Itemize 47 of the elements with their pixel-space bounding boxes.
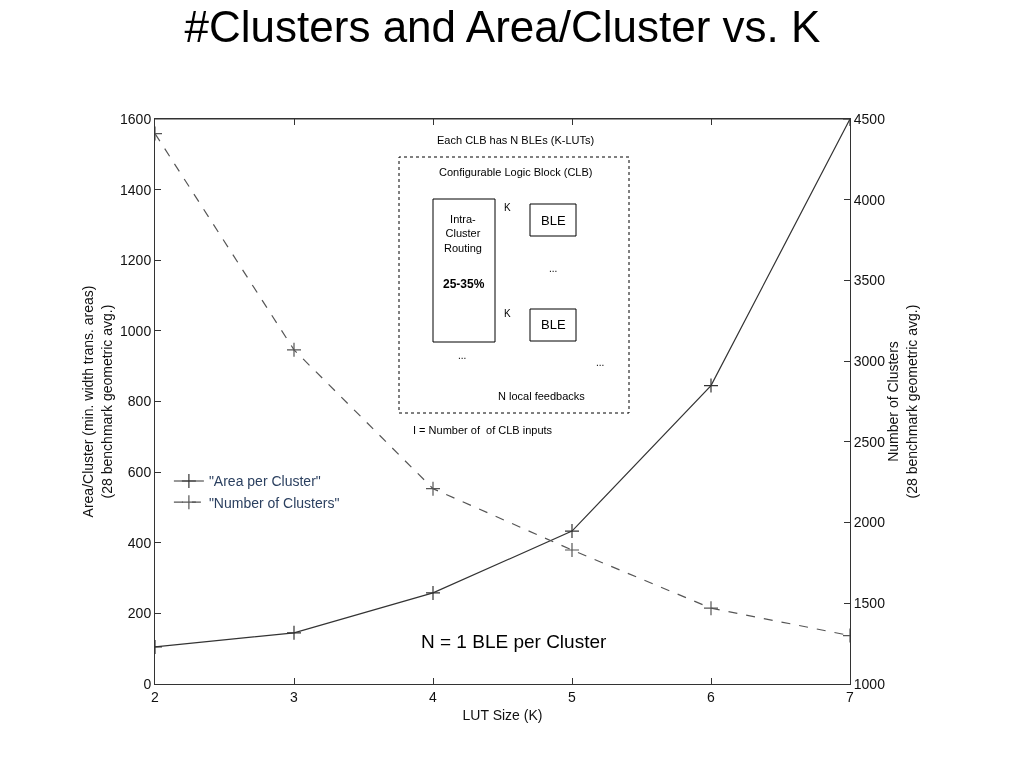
x-tick-label: 4 — [429, 688, 438, 705]
y-tick-label: 1600 — [120, 110, 152, 127]
y2-tick-label: 3000 — [853, 353, 886, 370]
point — [425, 481, 441, 497]
y2-tick-label: 1000 — [853, 675, 886, 692]
point — [564, 542, 580, 558]
annotation: ... — [458, 350, 467, 361]
y2-tick-label: 2500 — [853, 433, 886, 450]
y-tick-label: 800 — [127, 393, 152, 410]
annotation: Intra- Cluster Routing — [444, 213, 482, 254]
annotation: Configurable Logic Block (CLB) — [439, 166, 593, 178]
legend-label: "Area per Cluster" — [208, 473, 321, 490]
annotation: 25-35% — [443, 277, 485, 291]
y2-tick-label: 4500 — [853, 110, 886, 127]
legend-label: "Number of Clusters" — [208, 494, 340, 511]
point — [425, 585, 441, 601]
y2-tick-label: 4000 — [853, 191, 886, 208]
annotation: Each CLB has N BLEs (K-LUTs) — [437, 134, 595, 146]
x-tick-label: 6 — [707, 688, 716, 705]
y2-tick-label: 3500 — [853, 272, 886, 289]
annotation: N = 1 BLE per Cluster — [421, 631, 608, 652]
y-tick-label: 1200 — [120, 252, 152, 269]
y-tick-label: 1000 — [120, 322, 152, 339]
annotation: K — [504, 308, 511, 319]
y-axis-title: Area/Cluster (min. width trans. areas) (28 benchmark geometric avg.) — [80, 285, 115, 518]
annotation: ... — [549, 263, 558, 274]
y-tick-label: 400 — [127, 534, 152, 551]
x-tick-label: 3 — [290, 688, 299, 705]
y-tick-label: 600 — [127, 464, 152, 481]
annotation: I = Number of of CLB inputs — [413, 424, 553, 436]
annotation: BLE — [541, 317, 566, 332]
annotation: ... — [596, 357, 605, 368]
x-tick-label: 7 — [846, 688, 855, 705]
y-tick-label: 200 — [127, 605, 152, 622]
y-tick-label: 1400 — [120, 181, 152, 198]
x-tick-label: 2 — [151, 688, 160, 705]
annotation: BLE — [541, 213, 566, 228]
point — [564, 523, 580, 539]
x-tick-label: 5 — [568, 688, 577, 705]
annotation: K — [504, 202, 511, 213]
annotation: N local feedbacks — [498, 390, 586, 402]
y2-tick-label: 2000 — [853, 514, 886, 531]
y-tick-label: 0 — [143, 675, 152, 692]
chart-title: #Clusters and Area/Cluster vs. K — [184, 2, 821, 52]
x-axis-title: LUT Size (K) — [462, 707, 543, 724]
y2-tick-label: 1500 — [853, 595, 886, 612]
y2-axis-title: Number of Clusters (28 benchmark geometric avg.) — [885, 304, 920, 499]
